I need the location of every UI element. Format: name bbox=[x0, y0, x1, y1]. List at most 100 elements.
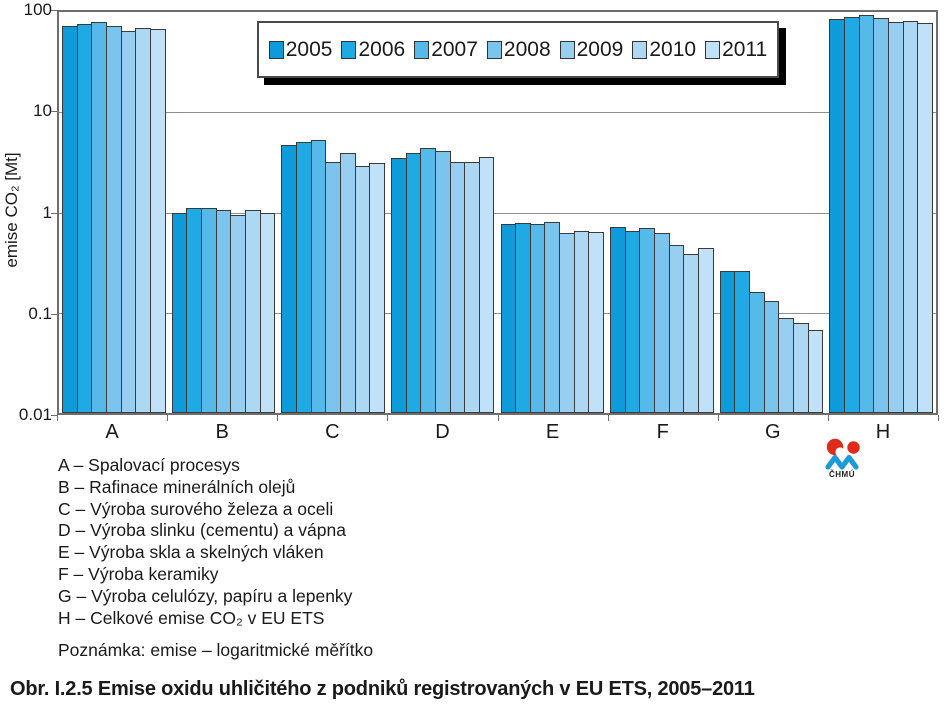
y-tick-label-0.01: 0.01 bbox=[18, 405, 52, 424]
legend-item-2010: 2010 bbox=[632, 38, 696, 62]
legend-item-2005: 2005 bbox=[268, 37, 333, 62]
bar-F-2010 bbox=[683, 253, 700, 413]
gridline-10 bbox=[59, 112, 936, 114]
category-legend-line: B – Rafinace minerálních olejů bbox=[58, 476, 296, 497]
y-tick-mark bbox=[51, 313, 57, 315]
legend-swatch-icon bbox=[268, 40, 284, 59]
bar-H-2006 bbox=[844, 16, 860, 413]
legend-item-2007: 2007 bbox=[414, 38, 478, 62]
figure-caption: Obr. I.2.5 Emise oxidu uhličitého z podn… bbox=[10, 678, 755, 700]
category-legend-line: A – Spalovací procesys bbox=[58, 455, 240, 475]
bar-C-2011 bbox=[369, 163, 385, 413]
chart-note: Poznámka: emise – logaritmické měřítko bbox=[58, 640, 374, 660]
y-axis-title: emise CO₂ [Mt] bbox=[2, 152, 21, 268]
bar-G-2007 bbox=[749, 292, 765, 413]
category-label-B: B bbox=[215, 421, 229, 443]
bar-group-F bbox=[607, 12, 717, 413]
y-tick-label-0.1: 0.1 bbox=[28, 303, 52, 323]
bar-group-E bbox=[498, 12, 608, 413]
category-legend-block: A – Spalovací procesys B – Rafinace miner… bbox=[58, 455, 352, 629]
bar-G-2008 bbox=[763, 301, 780, 413]
category-legend-line: G – Výroba celulózy, papíru a lepenky bbox=[58, 585, 353, 606]
bar-F-2009 bbox=[668, 245, 685, 413]
bar-E-2006 bbox=[515, 222, 531, 413]
x-tick-mark bbox=[717, 415, 719, 421]
legend-swatch-icon bbox=[705, 40, 721, 59]
chmu-logo-icon: ČHMÚ bbox=[825, 438, 860, 478]
bar-C-2005 bbox=[281, 145, 297, 413]
bar-H-2009 bbox=[888, 22, 904, 413]
legend-swatch-icon bbox=[486, 40, 502, 59]
bar-F-2007 bbox=[639, 228, 656, 413]
category-label-C: C bbox=[325, 421, 340, 443]
bar-C-2008 bbox=[325, 161, 341, 413]
gridline-0.1 bbox=[59, 312, 936, 314]
x-tick-mark bbox=[167, 415, 169, 421]
bar-A-2007 bbox=[91, 22, 107, 413]
legend-year-label: 2007 bbox=[431, 37, 478, 61]
y-tick-mark bbox=[51, 212, 57, 214]
bar-groups-container bbox=[59, 12, 936, 413]
bar-B-2011 bbox=[259, 212, 276, 413]
bar-group-B bbox=[169, 12, 279, 413]
category-label-H: H bbox=[875, 421, 891, 443]
x-tick-mark bbox=[277, 415, 279, 421]
bar-group-H bbox=[826, 12, 936, 413]
bar-E-2005 bbox=[500, 223, 517, 413]
bar-F-2011 bbox=[698, 248, 714, 413]
category-label-row: A B C D E F G H bbox=[57, 421, 938, 444]
bar-E-2009 bbox=[559, 233, 575, 413]
legend-year-label: 2005 bbox=[285, 37, 333, 61]
category-legend-line: E – Výroba skla a skelných vláken bbox=[58, 542, 324, 563]
bar-D-2006 bbox=[405, 153, 422, 413]
legend-year-label: 2011 bbox=[722, 37, 768, 61]
bar-B-2007 bbox=[200, 208, 217, 413]
bar-G-2005 bbox=[719, 271, 736, 413]
category-label-G: G bbox=[765, 421, 781, 443]
bar-C-2006 bbox=[295, 142, 312, 413]
bar-H-2011 bbox=[917, 22, 933, 413]
bar-B-2006 bbox=[186, 208, 202, 413]
bar-group-A bbox=[59, 12, 169, 413]
bar-B-2010 bbox=[244, 209, 261, 413]
x-tick-mark bbox=[827, 415, 829, 421]
x-tick-mark bbox=[387, 415, 389, 421]
bar-H-2005 bbox=[829, 19, 846, 413]
bar-E-2011 bbox=[588, 231, 605, 413]
bar-D-2005 bbox=[390, 157, 407, 413]
bar-E-2008 bbox=[544, 221, 561, 413]
y-tick-mark bbox=[51, 415, 57, 416]
bar-H-2007 bbox=[858, 15, 875, 413]
bar-D-2011 bbox=[478, 156, 495, 413]
x-tick-mark bbox=[607, 415, 609, 421]
category-legend-line: F – Výroba keramiky bbox=[58, 563, 219, 584]
y-tick-mark bbox=[51, 10, 57, 11]
bar-B-2005 bbox=[171, 212, 188, 413]
bar-B-2008 bbox=[215, 210, 232, 413]
bar-B-2009 bbox=[230, 214, 246, 413]
bar-group-C bbox=[278, 12, 388, 413]
category-label-F: F bbox=[656, 421, 669, 443]
chart-legend: 2005 2006 2007 2008 2009 2010 2011 bbox=[257, 21, 779, 78]
legend-item-2011: 2011 bbox=[705, 38, 767, 62]
legend-year-label: 2006 bbox=[358, 37, 406, 61]
bar-F-2008 bbox=[654, 233, 670, 413]
bar-A-2006 bbox=[76, 23, 93, 413]
category-label-D: D bbox=[435, 421, 450, 443]
bar-group-D bbox=[388, 12, 498, 413]
bar-A-2009 bbox=[120, 30, 137, 413]
legend-item-2008: 2008 bbox=[486, 38, 551, 62]
bar-H-2010 bbox=[902, 20, 919, 413]
chmu-logo-text: ČHMÚ bbox=[829, 470, 855, 478]
legend-year-label: 2009 bbox=[576, 37, 624, 61]
bar-G-2009 bbox=[778, 318, 795, 413]
bar-A-2010 bbox=[135, 27, 151, 413]
y-tick-label-1: 1 bbox=[42, 202, 52, 222]
x-tick-mark bbox=[57, 415, 58, 421]
gridline-1 bbox=[59, 212, 936, 214]
y-tick-mark bbox=[51, 111, 57, 113]
legend-year-label: 2010 bbox=[649, 37, 697, 61]
bar-C-2007 bbox=[310, 139, 327, 413]
y-tick-label-100: 100 bbox=[23, 0, 52, 19]
